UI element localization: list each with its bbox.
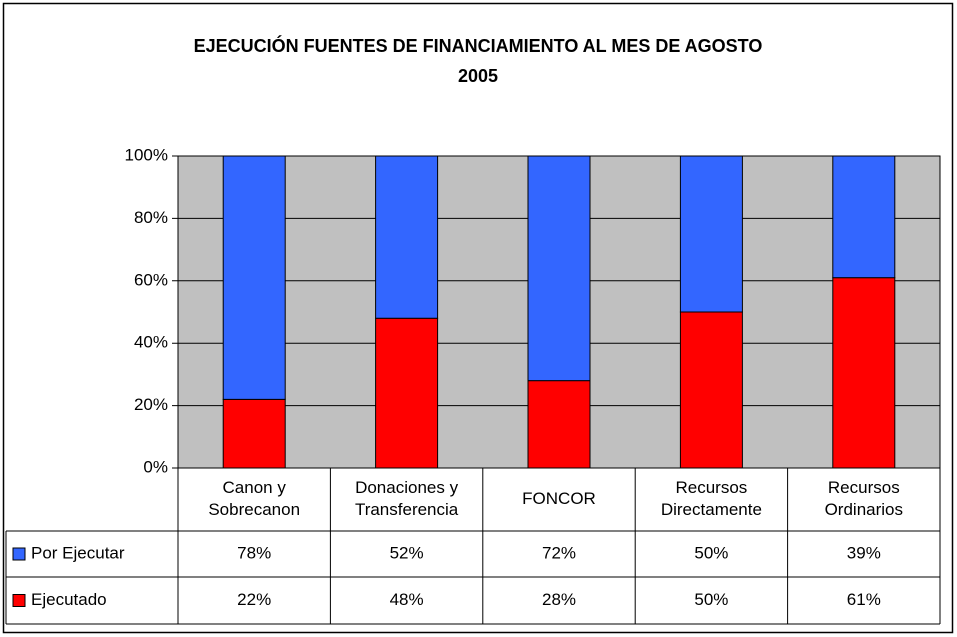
bar [527,380,591,469]
data-label: 22% [237,590,271,609]
bar [375,155,439,319]
bar [832,155,896,279]
data-label: 52% [390,543,424,562]
bar [679,155,743,313]
x-tick-label: Transferencia [355,500,459,519]
data-label: 72% [542,543,576,562]
data-label: 78% [237,543,271,562]
data-label: 61% [847,590,881,609]
legend-swatch [12,547,26,561]
bar [679,311,743,469]
legend-label: Ejecutado [31,590,107,609]
y-tick-label: 100% [125,145,168,164]
chart-title: EJECUCIÓN FUENTES DE FINANCIAMIENTO AL M… [194,35,763,56]
data-label: 39% [847,543,881,562]
y-tick-label: 60% [134,270,168,289]
y-tick-label: 20% [134,395,168,414]
bar [222,155,286,400]
x-tick-label: Sobrecanon [208,500,300,519]
data-label: 48% [390,590,424,609]
x-tick-label: Recursos [828,478,900,497]
x-tick-label: Recursos [675,478,747,497]
x-tick-label: Ordinarios [825,500,903,519]
y-tick-label: 40% [134,333,168,352]
data-label: 50% [694,543,728,562]
y-tick-label: 80% [134,208,168,227]
chart-subtitle: 2005 [458,66,498,86]
bar [527,155,591,382]
bar [832,277,896,469]
bar [222,398,286,469]
data-label: 28% [542,590,576,609]
x-tick-label: Donaciones y [355,478,459,497]
x-tick-label: Directamente [661,500,762,519]
bar [375,317,439,469]
legend-swatch [12,594,26,607]
data-label: 50% [694,590,728,609]
x-tick-label: Canon y [223,478,287,497]
y-tick-label: 0% [143,457,168,476]
legend-label: Por Ejecutar [31,543,125,562]
x-tick-label: FONCOR [522,489,596,508]
